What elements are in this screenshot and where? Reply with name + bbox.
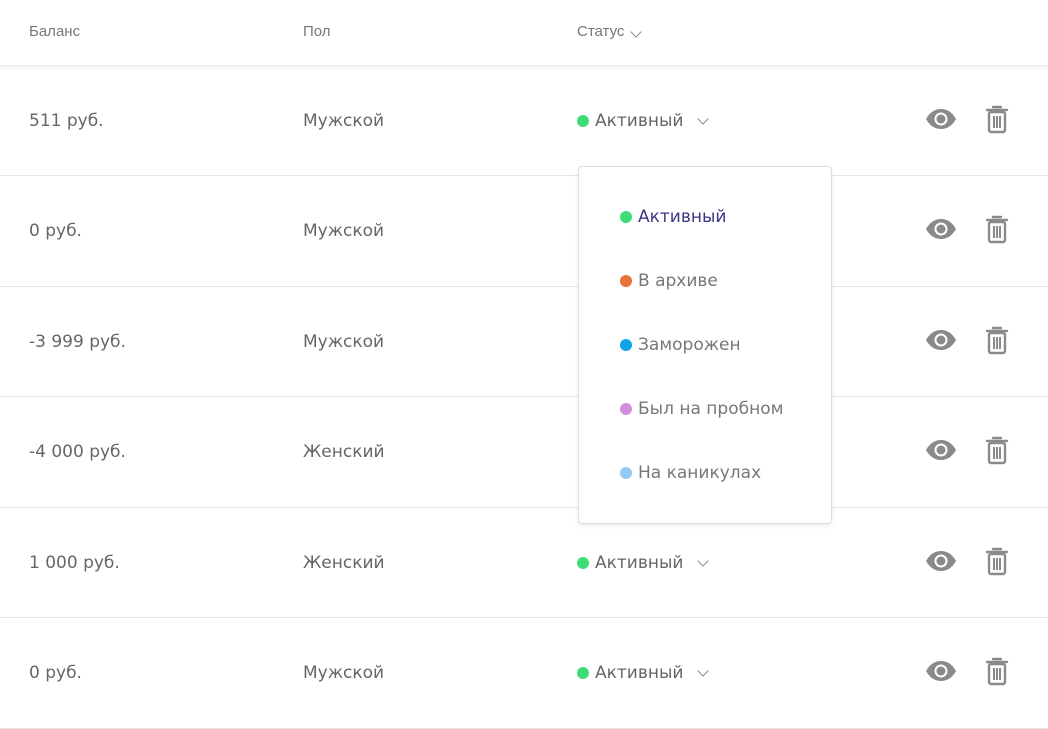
gender-cell: Мужской: [303, 110, 385, 131]
eye-icon[interactable]: [925, 660, 957, 686]
trash-icon[interactable]: [985, 325, 1009, 359]
trash-icon[interactable]: [985, 435, 1009, 469]
column-header-gender: Пол: [303, 23, 331, 40]
status-option-label: В архиве: [638, 271, 718, 291]
table-row: 511 руб. Мужской Активный: [0, 66, 1048, 176]
table-header: Баланс Пол Статус: [0, 0, 1048, 66]
status-option-label: Заморожен: [638, 335, 741, 355]
status-dot: [620, 403, 632, 415]
status-option-label: Активный: [638, 207, 727, 227]
column-header-balance: Баланс: [29, 23, 81, 40]
eye-icon[interactable]: [925, 108, 957, 134]
chevron-down-icon: [630, 26, 643, 38]
status-select[interactable]: Активный: [577, 663, 710, 683]
chevron-down-icon: [697, 554, 710, 567]
gender-cell: Женский: [303, 442, 385, 462]
trash-icon[interactable]: [985, 104, 1009, 138]
status-option[interactable]: Был на пробном: [620, 399, 783, 419]
status-option[interactable]: Активный: [620, 207, 726, 227]
balance-cell: 511 руб.: [29, 110, 104, 131]
eye-icon[interactable]: [925, 218, 957, 244]
balance-cell: -3 999 руб.: [29, 331, 126, 352]
status-option[interactable]: Заморожен: [620, 335, 741, 355]
status-dot: [577, 556, 589, 569]
table-row: 0 руб. Мужской Активный: [0, 619, 1048, 729]
trash-icon[interactable]: [985, 214, 1009, 248]
status-option-label: Был на пробном: [638, 399, 784, 419]
status-select[interactable]: Активный: [577, 552, 710, 573]
status-option-label: На каникулах: [638, 463, 762, 483]
status-select[interactable]: Активный: [577, 110, 710, 131]
status-header-label: Статус: [577, 23, 625, 40]
status-dot: [620, 211, 632, 223]
table-row: 0 руб. Мужской: [0, 177, 1048, 287]
chevron-down-icon: [697, 112, 710, 125]
eye-icon[interactable]: [925, 439, 957, 465]
gender-cell: Женский: [303, 552, 385, 573]
status-label: Активный: [595, 110, 684, 131]
balance-cell: 1 000 руб.: [29, 552, 120, 573]
status-dot: [620, 467, 632, 479]
status-dropdown: Активный В архиве Заморожен Был на пробном Н…: [578, 166, 832, 524]
status-dot: [577, 114, 589, 127]
status-dot: [620, 339, 632, 351]
balance-cell: -4 000 руб.: [29, 442, 126, 462]
status-label: Активный: [595, 552, 684, 573]
balance-cell: 0 руб.: [29, 663, 82, 683]
chevron-down-icon: [697, 665, 710, 677]
eye-icon[interactable]: [925, 329, 957, 355]
status-dot: [577, 667, 589, 679]
trash-icon[interactable]: [985, 546, 1009, 580]
status-option[interactable]: На каникулах: [620, 463, 761, 483]
eye-icon[interactable]: [925, 550, 957, 576]
table-row: -3 999 руб. Мужской: [0, 287, 1048, 397]
table-row: 1 000 руб. Женский Активный: [0, 508, 1048, 618]
gender-cell: Мужской: [303, 221, 385, 241]
status-option[interactable]: В архиве: [620, 271, 718, 291]
status-dot: [620, 275, 632, 287]
gender-cell: Мужской: [303, 331, 385, 352]
status-label: Активный: [595, 663, 684, 683]
trash-icon[interactable]: [985, 656, 1009, 690]
balance-cell: 0 руб.: [29, 221, 82, 241]
table-row: -4 000 руб. Женский: [0, 398, 1048, 508]
gender-cell: Мужской: [303, 663, 385, 683]
column-header-status[interactable]: Статус: [577, 23, 643, 40]
